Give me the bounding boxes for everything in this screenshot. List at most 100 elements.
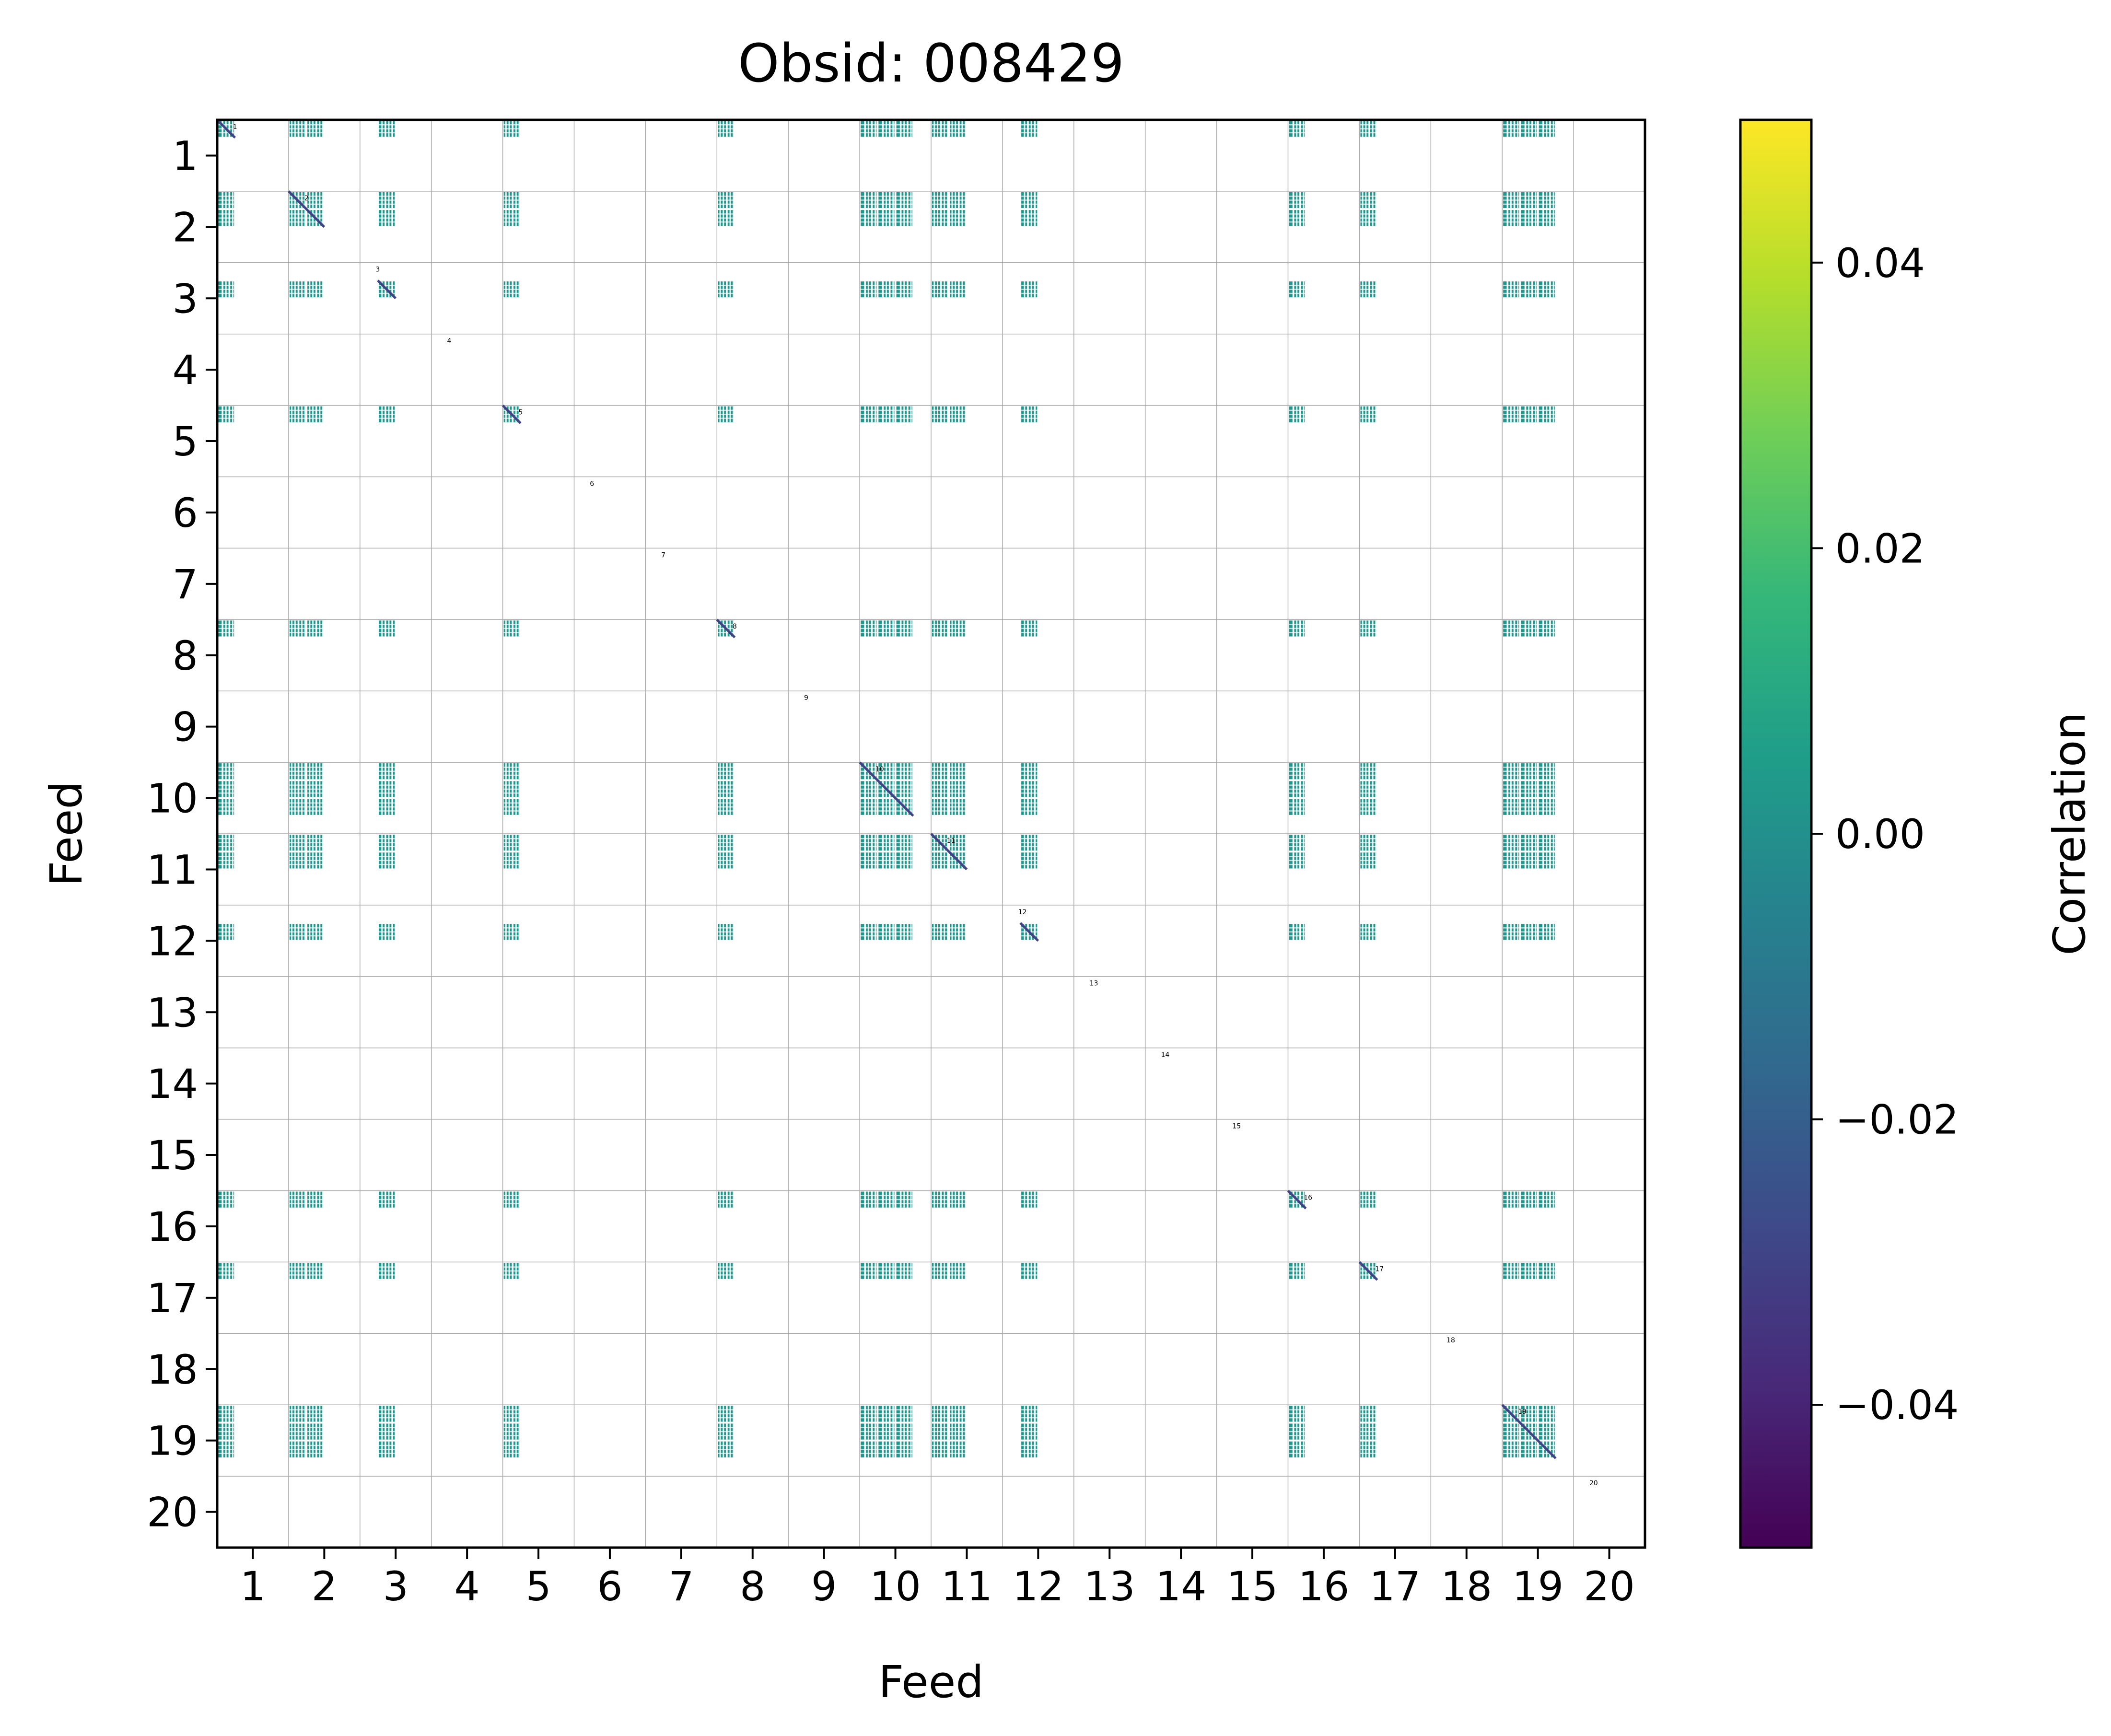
correlation-block bbox=[503, 781, 520, 797]
correlation-block bbox=[1503, 763, 1519, 780]
diagonal-label: 13 bbox=[1090, 980, 1098, 988]
x-tick-label: 4 bbox=[454, 1563, 479, 1610]
correlation-block bbox=[861, 1263, 877, 1279]
x-tick-label: 7 bbox=[668, 1563, 694, 1610]
diagonal-mark bbox=[377, 280, 397, 300]
correlation-block bbox=[896, 924, 912, 940]
correlation-block bbox=[503, 210, 520, 226]
y-tick-label: 8 bbox=[173, 632, 198, 679]
correlation-block bbox=[503, 1406, 520, 1422]
correlation-block bbox=[1289, 620, 1305, 637]
y-tick-label: 13 bbox=[147, 989, 198, 1036]
correlation-block bbox=[307, 121, 324, 137]
correlation-block bbox=[1539, 406, 1555, 422]
correlation-block bbox=[379, 763, 395, 780]
correlation-block bbox=[932, 1191, 948, 1208]
correlation-block bbox=[503, 620, 520, 637]
correlation-block bbox=[861, 1441, 877, 1457]
correlation-block bbox=[896, 210, 912, 226]
correlation-block bbox=[1289, 835, 1305, 851]
correlation-block bbox=[1360, 763, 1377, 780]
correlation-block bbox=[503, 763, 520, 780]
correlation-block bbox=[503, 924, 520, 940]
correlation-block bbox=[218, 620, 234, 637]
correlation-block bbox=[218, 924, 234, 940]
correlation-block bbox=[1360, 406, 1377, 422]
correlation-block bbox=[1503, 121, 1519, 137]
correlation-block bbox=[1503, 210, 1519, 226]
correlation-block bbox=[878, 763, 895, 780]
y-tick-label: 3 bbox=[173, 275, 198, 322]
correlation-block bbox=[503, 1191, 520, 1208]
diagonal-label: 8 bbox=[733, 623, 737, 630]
correlation-block bbox=[218, 781, 234, 797]
diagonal-label: 17 bbox=[1375, 1265, 1384, 1273]
diagonal-label: 6 bbox=[590, 480, 594, 488]
correlation-block bbox=[896, 406, 912, 422]
y-tick-label: 15 bbox=[147, 1132, 198, 1179]
correlation-block bbox=[379, 192, 395, 209]
diagonal-label: 10 bbox=[875, 766, 884, 773]
correlation-block bbox=[1021, 835, 1038, 851]
colorbar-tick-label: 0.00 bbox=[1835, 811, 1925, 858]
correlation-block bbox=[878, 620, 895, 637]
y-tick-label: 5 bbox=[173, 418, 198, 465]
correlation-block bbox=[218, 763, 234, 780]
y-tick-label: 6 bbox=[173, 489, 198, 536]
x-tick-label: 16 bbox=[1298, 1563, 1350, 1610]
correlation-block bbox=[289, 835, 306, 851]
correlation-block bbox=[1539, 763, 1555, 780]
correlation-block bbox=[218, 1441, 234, 1457]
diagonal-mark bbox=[502, 404, 522, 424]
correlation-block bbox=[718, 799, 735, 815]
correlation-block bbox=[1289, 192, 1305, 209]
y-tick-label: 9 bbox=[173, 704, 198, 751]
correlation-block bbox=[932, 781, 948, 797]
correlation-block bbox=[289, 763, 306, 780]
correlation-block bbox=[1021, 620, 1038, 637]
y-tick-label: 19 bbox=[147, 1418, 198, 1465]
diagonal-label: 19 bbox=[1518, 1408, 1527, 1416]
correlation-block bbox=[1539, 799, 1555, 815]
diagonal-label: 16 bbox=[1304, 1194, 1312, 1201]
correlation-block bbox=[1021, 1406, 1038, 1422]
correlation-block bbox=[932, 121, 948, 137]
correlation-block bbox=[307, 1191, 324, 1208]
colorbar: 0.04 0.02 0.00 −0.02 −0.04 Correlation bbox=[1739, 118, 2095, 1549]
correlation-block bbox=[218, 1406, 234, 1422]
colorbar-gradient bbox=[1740, 120, 1811, 1548]
correlation-block bbox=[307, 192, 324, 209]
y-tick-label: 14 bbox=[147, 1060, 198, 1107]
correlation-block bbox=[1289, 924, 1305, 940]
correlation-block bbox=[1360, 210, 1377, 226]
correlation-block bbox=[1360, 1191, 1377, 1208]
correlation-block bbox=[1503, 192, 1519, 209]
correlation-block bbox=[1289, 1441, 1305, 1457]
correlation-block bbox=[718, 781, 735, 797]
correlation-block bbox=[1289, 121, 1305, 137]
correlation-block bbox=[1539, 1406, 1555, 1422]
correlation-block bbox=[503, 192, 520, 209]
correlation-block bbox=[307, 406, 324, 422]
x-tick-label: 8 bbox=[740, 1563, 765, 1610]
y-tick-label: 12 bbox=[147, 918, 198, 965]
correlation-block bbox=[379, 121, 395, 137]
correlation-block bbox=[218, 192, 234, 209]
correlation-block bbox=[379, 1406, 395, 1422]
x-tick-label: 14 bbox=[1155, 1563, 1207, 1610]
correlation-block bbox=[896, 1441, 912, 1457]
correlation-block bbox=[878, 210, 895, 226]
correlation-block bbox=[1021, 192, 1038, 209]
correlation-block bbox=[1539, 924, 1555, 940]
correlation-block bbox=[718, 192, 735, 209]
correlation-block bbox=[1503, 1441, 1519, 1457]
correlation-block bbox=[307, 763, 324, 780]
correlation-block bbox=[1521, 763, 1537, 780]
correlation-block bbox=[861, 406, 877, 422]
correlation-block bbox=[1360, 781, 1377, 797]
diagonal-label: 15 bbox=[1232, 1123, 1241, 1130]
correlation-block bbox=[379, 1441, 395, 1457]
correlation-block bbox=[932, 192, 948, 209]
